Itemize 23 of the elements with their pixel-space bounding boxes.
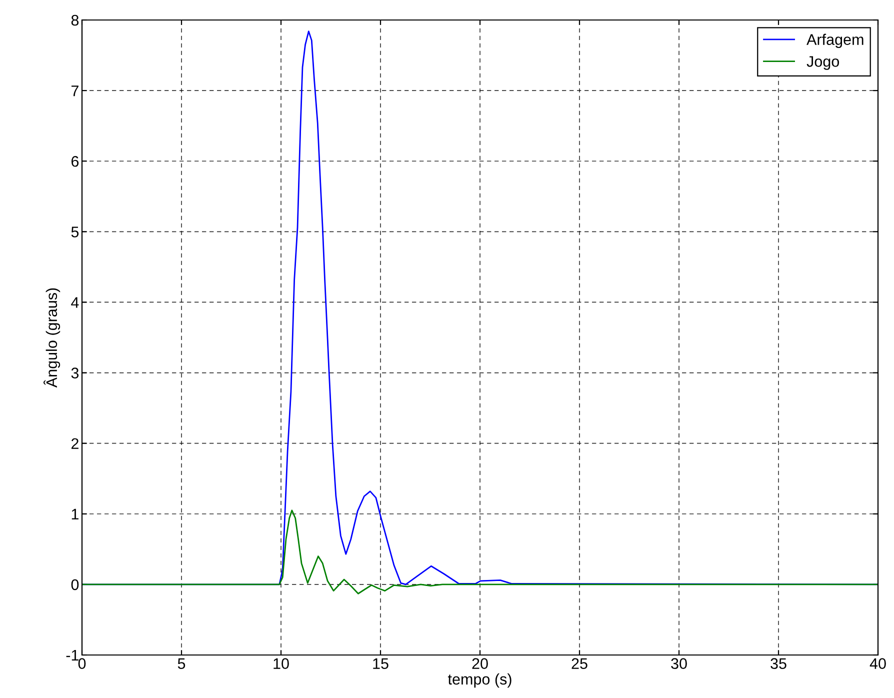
legend-label: Jogo bbox=[806, 56, 840, 70]
x-tick-label: 30 bbox=[671, 658, 687, 669]
y-tick-label: 0 bbox=[71, 579, 79, 590]
x-tick-label: 35 bbox=[770, 658, 786, 669]
y-tick-label: 7 bbox=[72, 86, 78, 96]
y-tick-label: 8 bbox=[71, 14, 79, 26]
legend-label: Arfagem bbox=[806, 34, 864, 48]
x-tick-label: 20 bbox=[472, 658, 488, 669]
x-tick-label: 10 bbox=[274, 658, 289, 669]
line-series bbox=[82, 510, 878, 594]
y-tick-label: 5 bbox=[71, 226, 79, 238]
y-tick-label: 2 bbox=[71, 438, 78, 449]
x-axis-title: tempo (s) bbox=[448, 673, 512, 688]
y-tick-label: 4 bbox=[71, 297, 79, 308]
x-tick-label: 5 bbox=[178, 658, 186, 669]
y-tick-label: -1 bbox=[66, 650, 78, 661]
y-tick-label: 1 bbox=[72, 508, 78, 520]
y-axis-title: Ângulo (graus) bbox=[44, 288, 60, 388]
x-tick-label: 40 bbox=[870, 658, 886, 669]
y-tick-label: 6 bbox=[72, 156, 79, 167]
y-tick-label: 3 bbox=[71, 368, 79, 378]
x-tick-label: 15 bbox=[373, 658, 388, 669]
x-tick-label: 25 bbox=[572, 658, 588, 669]
